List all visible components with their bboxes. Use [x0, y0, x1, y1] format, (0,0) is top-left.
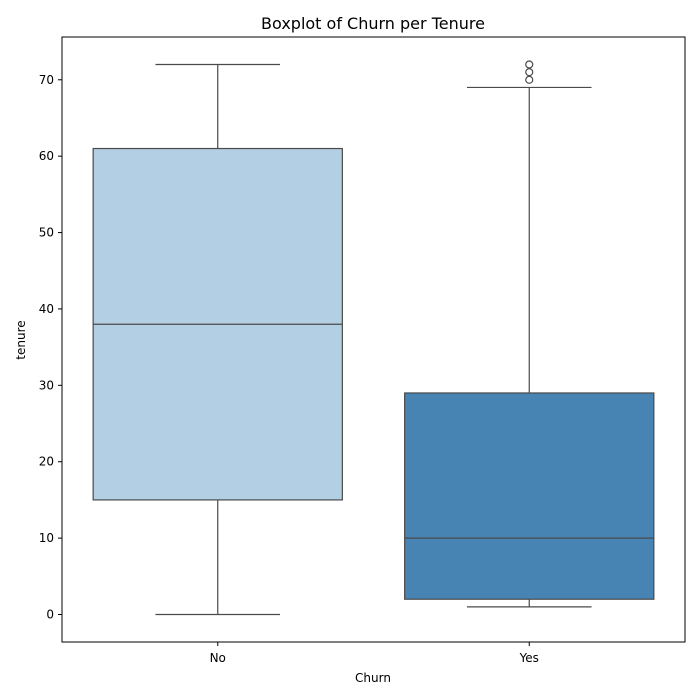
x-tick-label: No: [210, 651, 226, 665]
chart-title: Boxplot of Churn per Tenure: [261, 14, 485, 33]
iqr-box: [404, 392, 655, 600]
y-tick-label: 10: [39, 531, 54, 545]
plot-frame: [61, 36, 686, 643]
y-axis-label: tenure: [14, 320, 28, 359]
box-yes: [404, 60, 655, 608]
y-tick-label: 60: [39, 149, 54, 163]
x-tick-label: Yes: [519, 651, 539, 665]
outlier-point: [525, 60, 534, 69]
y-tick-label: 40: [39, 302, 54, 316]
plot-area: [92, 60, 655, 616]
y-tick-label: 30: [39, 378, 54, 392]
y-tick-label: 50: [39, 226, 54, 240]
y-tick-label: 70: [39, 73, 54, 87]
outlier-point: [525, 68, 534, 77]
outlier-point: [525, 75, 534, 84]
y-tick-label: 20: [39, 455, 54, 469]
box-no: [92, 63, 343, 616]
x-axis-label: Churn: [355, 671, 391, 685]
y-tick-label: 0: [46, 608, 54, 622]
